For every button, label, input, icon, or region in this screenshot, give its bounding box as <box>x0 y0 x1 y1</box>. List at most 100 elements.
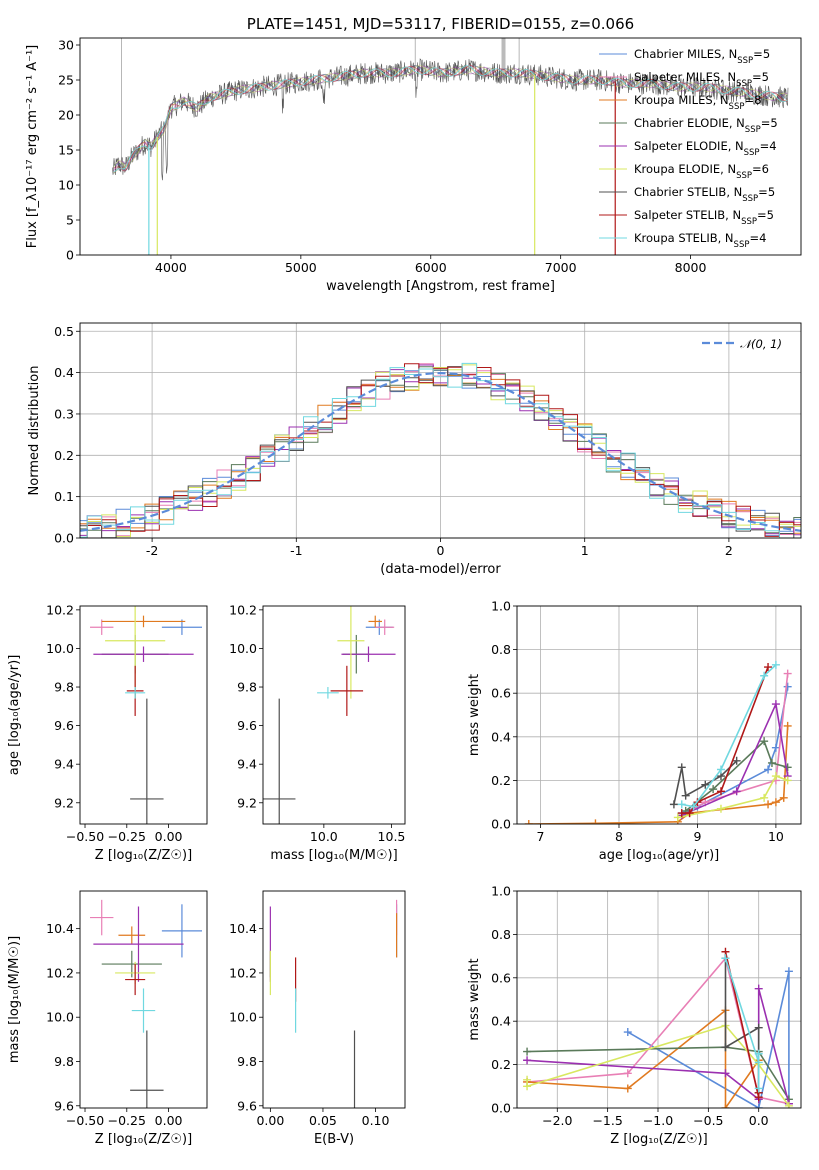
y-tick-label: 15 <box>58 143 74 158</box>
y-tick-label: 0 <box>66 248 74 263</box>
errorbars <box>263 606 396 824</box>
y-tick-label: 9.6 <box>237 1098 257 1113</box>
weight-series <box>724 958 760 1089</box>
x-tick-label: −0.50 <box>66 1113 104 1128</box>
legend-label: Chabrier ELODIE, NSSP=5 <box>634 116 778 135</box>
y-tick-label: 10.0 <box>229 641 257 656</box>
x-tick-label: 5000 <box>285 260 317 275</box>
weight-marker <box>783 763 792 772</box>
weight-marker <box>685 809 694 818</box>
errorbar-point <box>93 906 184 982</box>
x-axis-label: mass [log₁₀(M/M☉)] <box>270 848 397 863</box>
y-tick-label: 9.8 <box>54 680 74 695</box>
weight-marker <box>669 800 678 809</box>
y-tick-label: 0.2 <box>54 448 74 463</box>
weight-series <box>627 971 790 1108</box>
errorbar-point <box>317 687 339 699</box>
axes-frame <box>79 322 802 539</box>
weight-marker <box>771 743 780 752</box>
weight-marker <box>754 984 763 993</box>
legend-n: 8 <box>754 93 761 107</box>
y-axis-label: mass weight <box>467 674 482 756</box>
axes-frame <box>262 605 406 825</box>
errorbar-point <box>130 1030 164 1108</box>
weight-marker <box>721 1043 730 1052</box>
y-tick-label: 10.0 <box>229 1010 257 1025</box>
legend-label: Salpeter STELIB, NSSP=5 <box>634 208 774 227</box>
weight-marker <box>771 660 780 669</box>
normal-curve <box>80 371 801 532</box>
weight-marker <box>623 1084 632 1093</box>
weight-marker <box>754 1058 763 1067</box>
x-axis-label: Z [log₁₀(Z/Z☉)] <box>95 848 192 863</box>
x-tick-label: 0.00 <box>256 1113 284 1128</box>
y-axis-label: mass weight <box>467 958 482 1040</box>
y-tick-label: 10 <box>58 178 74 193</box>
x-tick-label: 0.00 <box>155 1113 183 1128</box>
x-tick-label: 2 <box>725 543 733 558</box>
weight-marker <box>760 793 769 802</box>
y-tick-label: 9.2 <box>237 795 257 810</box>
x-tick-label: 0.00 <box>155 829 183 844</box>
axes-frame <box>262 890 406 1109</box>
legend-eq: = <box>749 231 759 245</box>
y-tick-label: 0.8 <box>491 927 511 942</box>
x-tick-label: −0.25 <box>108 829 146 844</box>
panel-mass-vs-Z: −0.50 −0.25 0.00 9.6 9.8 10.0 10.2 10.4 Z [log₁₀… <box>7 890 208 1147</box>
legend-label: Kroupa ELODIE, NSSP=6 <box>634 162 769 181</box>
legend-n: 5 <box>770 116 777 130</box>
weight-marker <box>721 1104 730 1108</box>
panel-age-vs-Z: −0.50 −0.25 0.00 9.2 9.4 9.6 9.8 10.0 10.2 Z [log… <box>7 602 208 863</box>
weight-marker <box>764 663 773 672</box>
legend-text: Kroupa STELIB, N <box>634 231 734 245</box>
legend-sub: SSP <box>742 194 758 204</box>
errorbar-point <box>118 926 146 945</box>
legend-text: Chabrier ELODIE, N <box>634 116 745 130</box>
axes-frame <box>79 890 208 1109</box>
x-tick-label: 9 <box>693 829 701 844</box>
legend-eq: = <box>761 116 771 130</box>
legend-sub: SSP <box>736 79 752 89</box>
x-tick-label: −2.0 <box>542 1113 572 1128</box>
weight-marker <box>721 1069 730 1078</box>
y-tick-label: 0.4 <box>54 365 74 380</box>
weight-marker <box>523 1082 532 1091</box>
weight-marker <box>689 802 698 811</box>
x-axis-label: E(B-V) <box>314 1132 354 1147</box>
legend-label: Chabrier STELIB, NSSP=5 <box>634 185 775 204</box>
y-tick-label: 0.0 <box>491 817 511 832</box>
panel-weight-vs-age: 7 8 9 10 0.0 0.2 0.4 0.6 0.8 1.0 age [log₁₀(age/yr… <box>467 599 802 863</box>
errorbar-point <box>330 665 364 716</box>
y-tick-label: 9.6 <box>237 718 257 733</box>
legend-n: 4 <box>769 139 776 153</box>
weight-marker <box>783 721 792 730</box>
weight-marker <box>754 1049 763 1058</box>
errorbar-point <box>93 646 194 662</box>
weight-marker <box>771 772 780 781</box>
weight-series <box>681 701 789 817</box>
legend-sub: SSP <box>729 102 745 112</box>
y-tick-label: 0.1 <box>54 489 74 504</box>
weight-marker <box>760 737 769 746</box>
weight-marker <box>591 819 600 824</box>
weight-marker <box>716 804 725 813</box>
legend-label: Chabrier MILES, NSSP=5 <box>634 47 770 66</box>
model-spectrum <box>113 65 788 173</box>
legend-eq: = <box>752 162 762 176</box>
y-tick-label: 9.8 <box>54 1054 74 1069</box>
axes-frame <box>516 605 802 825</box>
x-tick-label: 1 <box>581 543 589 558</box>
legend-sub: SSP <box>741 217 757 227</box>
weight-marker <box>771 798 780 807</box>
axes-frame <box>79 605 208 825</box>
weight-marker <box>523 1056 532 1065</box>
panel-age-vs-mass: 10.0 10.5 9.2 9.4 9.6 9.8 10.0 10.2 mass [log₁₀(… <box>229 602 406 863</box>
spike-band <box>501 38 506 73</box>
errorbar-point <box>90 619 114 635</box>
weight-lines <box>524 660 792 824</box>
weight-marker <box>673 813 682 822</box>
model-spectrum <box>113 65 788 172</box>
x-axis-label: age [log₁₀(age/yr)] <box>599 848 720 863</box>
weight-marker <box>760 671 769 680</box>
histogram-series <box>80 363 801 538</box>
